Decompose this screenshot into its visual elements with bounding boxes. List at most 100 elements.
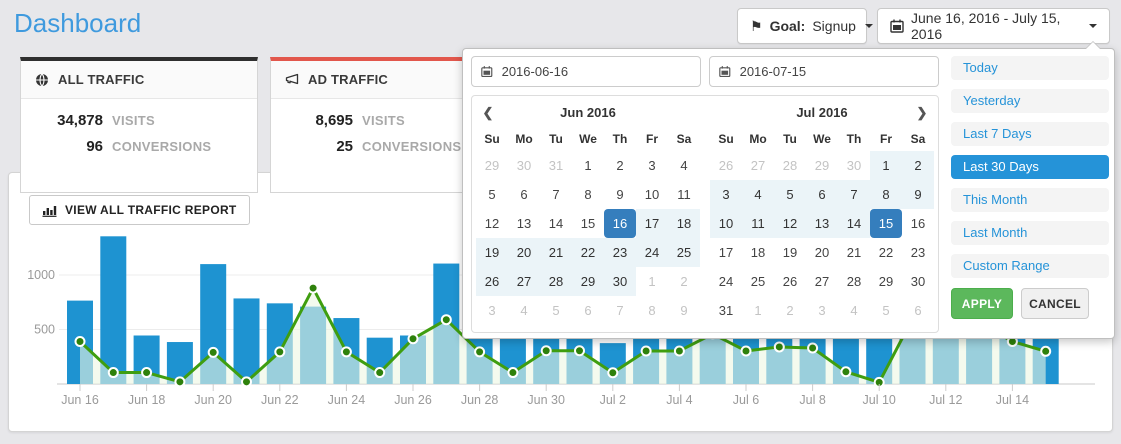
calendar-day-selected[interactable]: 15 [870, 209, 902, 238]
calendar-day[interactable]: 23 [604, 238, 636, 267]
calendar-day[interactable]: 28 [846, 274, 862, 289]
calendar-day[interactable]: 5 [882, 303, 890, 318]
calendar-day[interactable]: 12 [774, 209, 806, 238]
calendar-day[interactable]: 26 [718, 158, 734, 173]
calendar-day[interactable]: 30 [910, 274, 926, 289]
calendar-day[interactable]: 6 [584, 303, 592, 318]
calendar-day[interactable]: 26 [476, 267, 508, 296]
preset-last-month[interactable]: Last Month [951, 221, 1109, 245]
calendar-day[interactable]: 3 [818, 303, 826, 318]
line-point[interactable] [107, 367, 119, 379]
calendar-day[interactable]: 22 [878, 245, 894, 260]
calendar-day[interactable]: 29 [572, 267, 604, 296]
preset-today[interactable]: Today [951, 56, 1109, 80]
calendar-day[interactable]: 31 [548, 158, 564, 173]
calendar-day[interactable]: 27 [750, 158, 766, 173]
line-point[interactable] [307, 282, 319, 294]
calendar-day[interactable]: 17 [636, 209, 668, 238]
calendar-day[interactable]: 18 [750, 245, 766, 260]
calendar-day[interactable]: 27 [508, 267, 540, 296]
line-point[interactable] [673, 345, 685, 357]
cancel-button[interactable]: CANCEL [1021, 288, 1089, 319]
calendar-day[interactable]: 12 [484, 216, 500, 231]
calendar-day[interactable]: 6 [520, 187, 528, 202]
line-point[interactable] [74, 335, 86, 347]
calendar-day[interactable]: 8 [584, 187, 592, 202]
calendar-day[interactable]: 9 [680, 303, 688, 318]
calendar-day[interactable]: 2 [616, 158, 624, 173]
calendar-day[interactable]: 15 [580, 216, 596, 231]
line-point[interactable] [241, 376, 252, 388]
calendar-day[interactable]: 28 [782, 158, 798, 173]
calendar-day[interactable]: 5 [552, 303, 560, 318]
calendar-day[interactable]: 3 [648, 158, 656, 173]
calendar-day[interactable]: 11 [677, 187, 691, 202]
calendar-day[interactable]: 2 [902, 151, 934, 180]
line-point[interactable] [207, 346, 219, 358]
calendar-day[interactable]: 31 [718, 303, 734, 318]
calendar-day[interactable]: 9 [902, 180, 934, 209]
calendar-day[interactable]: 10 [710, 209, 742, 238]
line-point[interactable] [807, 342, 819, 354]
line-point[interactable] [374, 367, 386, 379]
line-point[interactable] [440, 314, 452, 326]
preset-last-30-days[interactable]: Last 30 Days [951, 155, 1109, 179]
calendar-day[interactable]: 1 [870, 151, 902, 180]
calendar-day[interactable]: 7 [552, 187, 560, 202]
calendar-day[interactable]: 2 [680, 274, 688, 289]
line-point[interactable] [1040, 345, 1052, 357]
calendar-day[interactable]: 30 [604, 267, 636, 296]
calendar-day[interactable]: 3 [710, 180, 742, 209]
line-point[interactable] [607, 367, 619, 379]
line-point[interactable] [340, 346, 352, 358]
calendar-day[interactable]: 1 [648, 274, 656, 289]
calendar-day[interactable]: 30 [516, 158, 532, 173]
calendar-day[interactable]: 8 [870, 180, 902, 209]
calendar-day[interactable]: 4 [520, 303, 528, 318]
calendar-day[interactable]: 21 [540, 238, 572, 267]
line-point[interactable] [540, 345, 552, 357]
calendar-day[interactable]: 26 [782, 274, 798, 289]
calendar-day[interactable]: 29 [814, 158, 830, 173]
calendar-day[interactable]: 6 [914, 303, 922, 318]
line-point[interactable] [474, 346, 486, 358]
calendar-day[interactable]: 28 [540, 267, 572, 296]
start-date-input[interactable] [499, 63, 691, 80]
calendar-day[interactable]: 13 [516, 216, 532, 231]
calendar-day[interactable]: 6 [806, 180, 838, 209]
calendar-day[interactable]: 25 [668, 238, 700, 267]
prev-month-button[interactable]: ❮ [482, 105, 494, 120]
calendar-day[interactable]: 25 [750, 274, 766, 289]
calendar-day[interactable]: 10 [644, 187, 660, 202]
calendar-day[interactable]: 5 [774, 180, 806, 209]
line-point[interactable] [507, 367, 519, 379]
calendar-day[interactable]: 14 [548, 216, 564, 231]
line-point[interactable] [174, 376, 186, 388]
apply-button[interactable]: APPLY [951, 288, 1013, 319]
line-point[interactable] [773, 341, 785, 353]
calendar-day[interactable]: 24 [636, 238, 668, 267]
calendar-day[interactable]: 5 [488, 187, 496, 202]
calendar-day[interactable]: 7 [838, 180, 870, 209]
goal-dropdown-button[interactable]: ⚑ Goal: Signup [737, 8, 873, 44]
next-month-button[interactable]: ❯ [916, 105, 928, 120]
calendar-day[interactable]: 1 [584, 158, 592, 173]
line-point[interactable] [840, 366, 852, 378]
visits-bar[interactable] [100, 236, 127, 384]
line-point[interactable] [640, 345, 652, 357]
calendar-day[interactable]: 2 [786, 303, 794, 318]
line-point[interactable] [574, 345, 585, 357]
line-point[interactable] [274, 346, 286, 358]
calendar-day[interactable]: 29 [878, 274, 894, 289]
line-point[interactable] [740, 345, 752, 357]
calendar-day[interactable]: 14 [838, 209, 870, 238]
preset-last-7-days[interactable]: Last 7 Days [951, 122, 1109, 146]
calendar-day[interactable]: 27 [814, 274, 830, 289]
preset-yesterday[interactable]: Yesterday [951, 89, 1109, 113]
view-all-traffic-report-button[interactable]: VIEW ALL TRAFFIC REPORT [29, 195, 250, 225]
calendar-day[interactable]: 4 [850, 303, 858, 318]
calendar-day[interactable]: 20 [508, 238, 540, 267]
calendar-day[interactable]: 29 [484, 158, 500, 173]
date-range-button[interactable]: June 16, 2016 - July 15, 2016 [877, 8, 1110, 44]
calendar-day[interactable]: 16 [910, 216, 926, 231]
